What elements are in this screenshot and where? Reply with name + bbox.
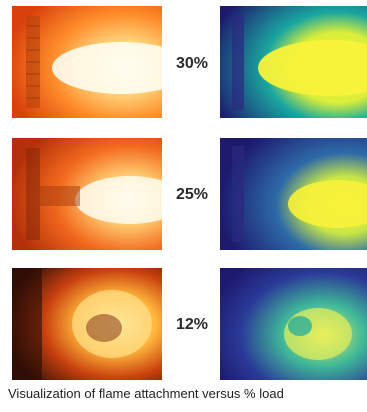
thermal-flame-image-12	[220, 268, 367, 380]
thermal-flame-image-30	[220, 6, 367, 118]
load-label-25: 25%	[175, 186, 209, 203]
visible-flame-image-25	[12, 138, 162, 250]
visible-flame-image-12	[12, 268, 162, 380]
thermal-flame-image-25	[220, 138, 367, 250]
visible-flame-image-30	[12, 6, 162, 118]
load-label-30: 30%	[175, 55, 209, 72]
figure-caption: Visualization of flame attachment versus…	[8, 386, 284, 401]
load-label-12: 12%	[175, 316, 209, 333]
